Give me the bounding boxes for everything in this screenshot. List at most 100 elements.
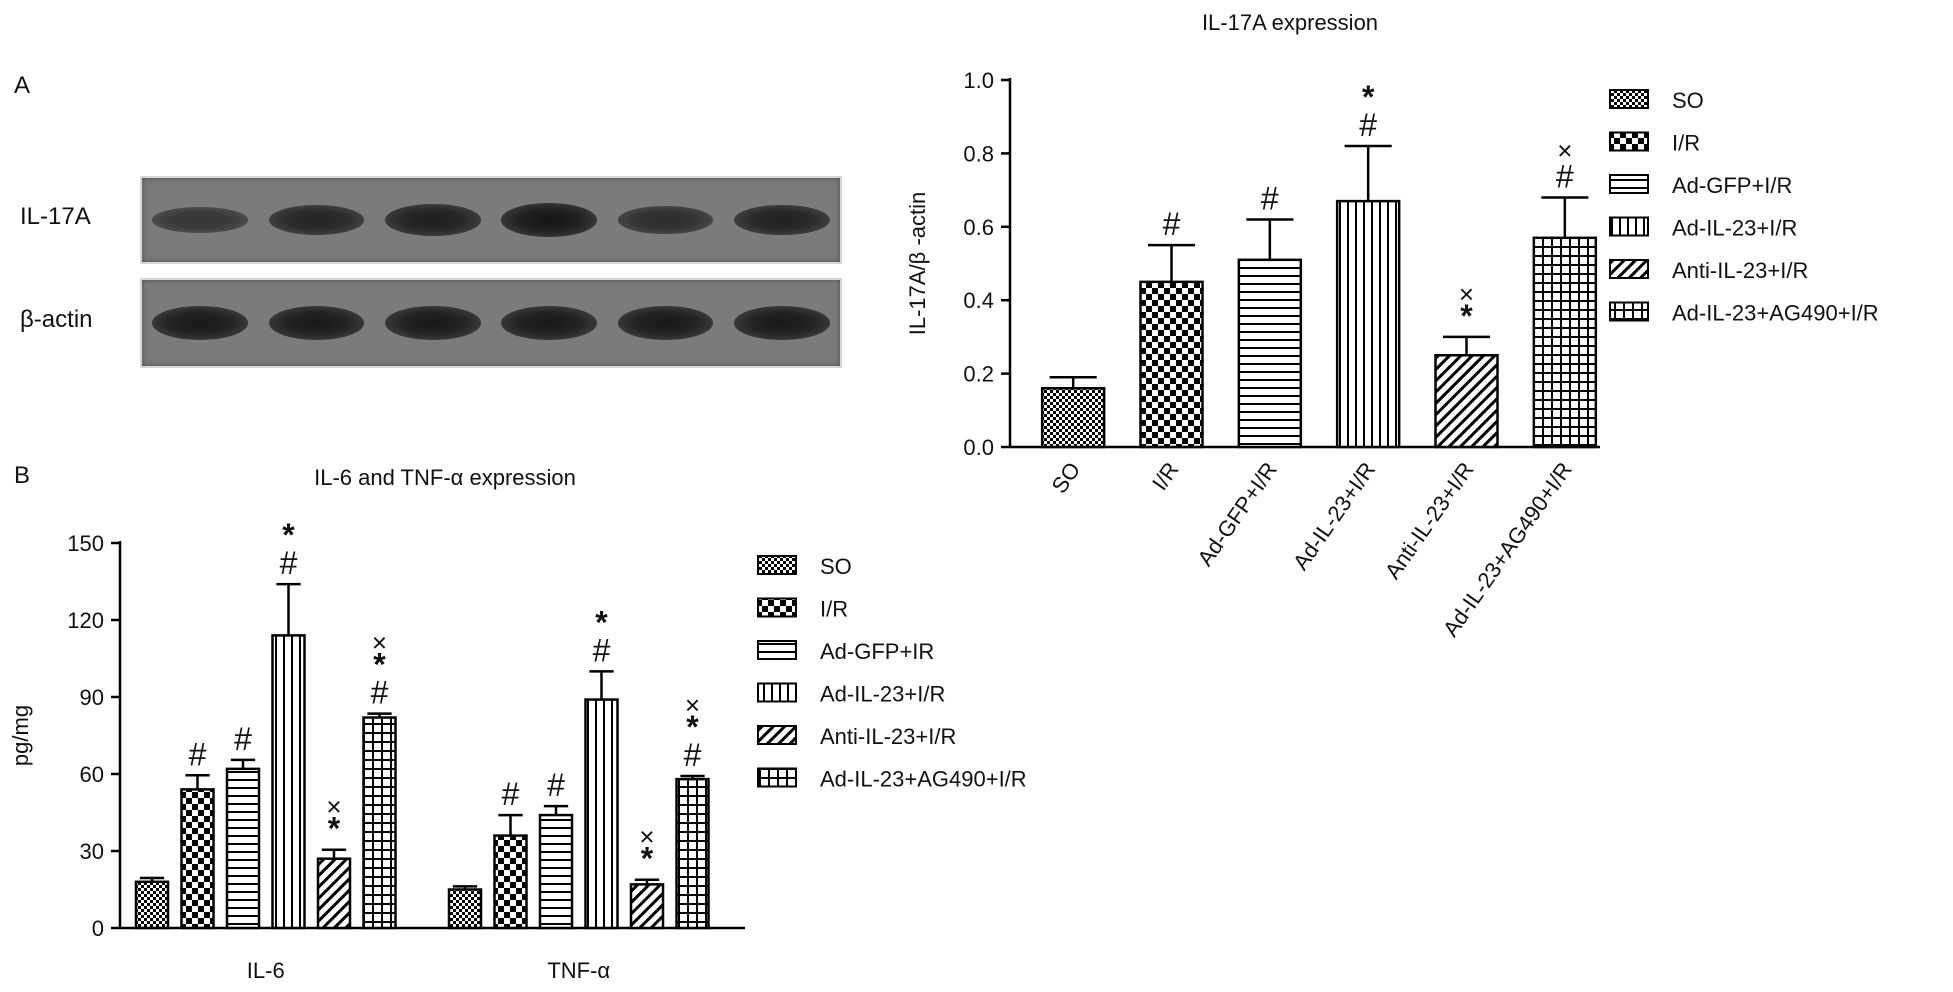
y-tick-label: 1.0 bbox=[963, 68, 994, 93]
significance-mark: # bbox=[1359, 107, 1377, 143]
bar bbox=[629, 883, 665, 930]
significance-mark: * bbox=[328, 811, 341, 847]
legend-swatch bbox=[757, 767, 797, 788]
legend-swatch bbox=[1609, 259, 1649, 279]
significance-mark: × bbox=[639, 822, 654, 852]
western-blot-actin bbox=[140, 278, 842, 368]
significance-mark: * bbox=[282, 517, 295, 553]
legend-label: Anti-IL-23+I/R bbox=[1672, 258, 1808, 283]
bar bbox=[134, 880, 170, 930]
blot-il17a-band bbox=[268, 205, 365, 235]
blot-actin-band bbox=[501, 306, 597, 340]
significance-mark: # bbox=[234, 721, 252, 757]
y-tick-label: 60 bbox=[80, 762, 104, 787]
bar bbox=[538, 813, 574, 930]
blot-label-actin: β-actin bbox=[20, 306, 93, 333]
legend-swatch bbox=[1609, 131, 1649, 152]
significance-mark: # bbox=[1163, 206, 1181, 242]
y-tick-label: 90 bbox=[80, 685, 104, 710]
y-tick-label: 0.4 bbox=[963, 288, 994, 313]
x-tick-label: Anti-IL-23+I/R bbox=[1380, 458, 1479, 584]
x-tick-label: Ad-GFP+I/R bbox=[1192, 458, 1282, 571]
bar bbox=[1532, 236, 1598, 449]
significance-mark: # bbox=[502, 776, 520, 812]
legend-swatch bbox=[1609, 301, 1649, 322]
significance-mark: * bbox=[1460, 298, 1473, 334]
blot-actin-band bbox=[617, 306, 714, 340]
legend-label: Ad-IL-23+AG490+I/R bbox=[1672, 301, 1879, 326]
significance-mark: × bbox=[326, 792, 341, 822]
chart-title: IL-17A expression bbox=[1202, 10, 1378, 35]
bar bbox=[493, 834, 528, 930]
significance-mark: * bbox=[1362, 79, 1375, 115]
significance-mark: × bbox=[372, 628, 387, 658]
significance-mark: × bbox=[1459, 279, 1474, 309]
y-axis-label: pg/mg bbox=[8, 705, 33, 766]
legend-swatch bbox=[1609, 89, 1649, 109]
y-tick-label: 0.0 bbox=[963, 435, 994, 460]
legend-swatch bbox=[1609, 174, 1649, 194]
significance-mark: # bbox=[547, 767, 565, 803]
y-tick-label: 0 bbox=[92, 916, 104, 941]
blot-il17a-band bbox=[385, 204, 481, 236]
y-tick-label: 150 bbox=[67, 531, 104, 556]
chart-title: IL-6 and TNF-α expression bbox=[314, 465, 576, 490]
legend-label: Ad-IL-23+I/R bbox=[1672, 216, 1797, 241]
bar bbox=[1434, 354, 1499, 449]
significance-mark: * bbox=[686, 709, 699, 745]
y-tick-label: 120 bbox=[67, 608, 104, 633]
bar bbox=[1237, 258, 1303, 449]
significance-mark: * bbox=[595, 604, 608, 640]
legend-swatch bbox=[757, 682, 797, 703]
western-blot-il17a bbox=[140, 176, 842, 264]
blot-il17a-band bbox=[734, 204, 830, 236]
blot-il17a-band bbox=[617, 206, 714, 234]
legend-label: Ad-GFP+I/R bbox=[1672, 173, 1792, 198]
significance-mark: # bbox=[189, 736, 207, 772]
significance-mark: # bbox=[371, 675, 389, 711]
blot-actin-band bbox=[734, 306, 830, 340]
chart-il17a-expression: 0.0 0.2 0.4 0.6 0.8 1.0 IL-17A/β -actin IL-17A … bbox=[905, 10, 1879, 641]
chart-il6-tnf-expression: 0 30 60 90 120 150 pg/mg IL-6 and TNF-α express… bbox=[8, 465, 1027, 983]
y-tick-label: 0.6 bbox=[963, 215, 994, 240]
legend-swatch bbox=[757, 597, 797, 618]
significance-mark: × bbox=[685, 690, 700, 720]
x-tick-label: I/R bbox=[1147, 458, 1184, 495]
legend-label: I/R bbox=[820, 597, 848, 622]
blot-actin-band bbox=[268, 306, 365, 340]
legend-swatch bbox=[1609, 216, 1649, 237]
legend-label: Anti-IL-23+I/R bbox=[820, 724, 956, 749]
legend-label: I/R bbox=[1672, 131, 1700, 156]
bar bbox=[447, 888, 483, 930]
panel-b-label: B bbox=[14, 462, 31, 489]
panel-a-label: A bbox=[14, 72, 31, 99]
y-tick-label: 0.2 bbox=[963, 362, 994, 387]
significance-mark: * bbox=[373, 647, 386, 683]
x-tick-label: Ad-IL-23+I/R bbox=[1288, 458, 1380, 575]
significance-mark: # bbox=[1556, 158, 1574, 194]
significance-mark: # bbox=[1261, 180, 1279, 216]
bar bbox=[225, 767, 261, 930]
significance-mark: * bbox=[641, 841, 654, 877]
y-axis-label: IL-17A/β -actin bbox=[905, 192, 930, 336]
legend-label: SO bbox=[1672, 88, 1704, 113]
bar bbox=[1040, 387, 1106, 449]
significance-mark: # bbox=[593, 632, 611, 668]
y-tick-label: 0.8 bbox=[963, 141, 994, 166]
blot-actin-band bbox=[385, 306, 481, 340]
blot-label-il17a: IL-17A bbox=[20, 203, 91, 230]
significance-mark: # bbox=[684, 737, 702, 773]
x-tick-label: SO bbox=[1047, 458, 1086, 498]
legend-label: Ad-GFP+IR bbox=[820, 639, 934, 664]
bar bbox=[362, 716, 397, 930]
bar bbox=[271, 634, 306, 930]
legend-label: Ad-IL-23+I/R bbox=[820, 682, 945, 707]
bar bbox=[180, 788, 215, 930]
blot-il17a-band bbox=[152, 207, 248, 233]
blot-il17a-band bbox=[501, 203, 597, 237]
bar bbox=[675, 777, 710, 930]
legend-label: SO bbox=[820, 554, 852, 579]
x-tick-label: IL-6 bbox=[247, 958, 285, 983]
legend-label: Ad-IL-23+AG490+I/R bbox=[820, 767, 1027, 792]
